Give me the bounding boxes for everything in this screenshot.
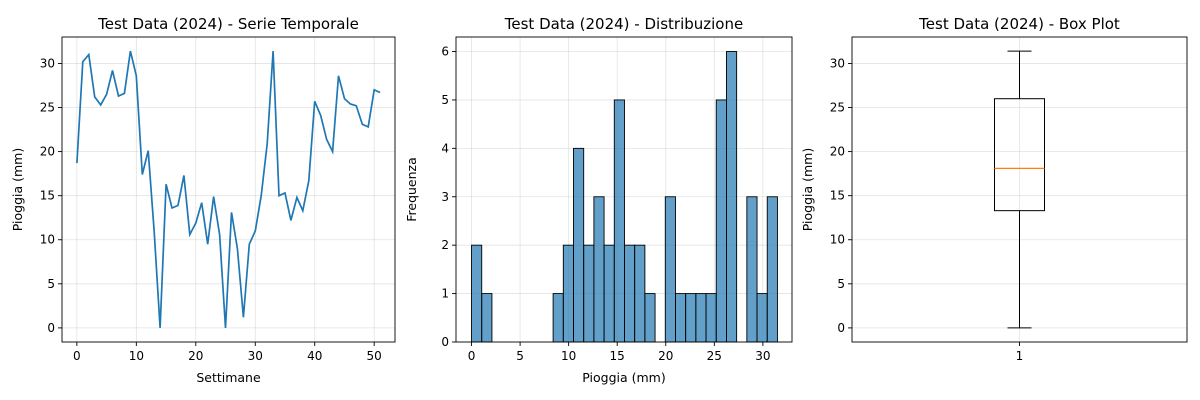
histogram-bar <box>644 293 656 343</box>
y-tick-label: 0 <box>47 321 55 335</box>
histogram-axes-frame <box>455 36 793 343</box>
x-tick-label: 20 <box>188 349 203 363</box>
time-series-title: Test Data (2024) - Serie Temporale <box>97 15 359 33</box>
y-tick-label: 5 <box>837 277 845 291</box>
histogram-bar <box>695 293 707 343</box>
histogram-bar <box>613 99 625 343</box>
y-tick-label: 5 <box>47 277 55 291</box>
x-tick-label: 5 <box>516 349 524 363</box>
histogram-bar <box>471 244 483 343</box>
histogram-bar <box>552 293 564 343</box>
y-tick-label: 30 <box>830 56 845 70</box>
histogram-bar <box>593 196 605 343</box>
histogram-bar <box>573 147 585 343</box>
y-tick-label: 10 <box>830 233 845 247</box>
time-series-xlabel: Settimane <box>196 370 261 385</box>
y-tick-label: 1 <box>441 287 449 301</box>
boxplot-ylabel: Pioggia (mm) <box>800 148 815 231</box>
x-tick-label: 30 <box>248 349 263 363</box>
interquartile-box <box>994 98 1045 212</box>
x-tick-label: 10 <box>561 349 576 363</box>
x-tick-label: 40 <box>307 349 322 363</box>
y-tick-label: 5 <box>441 93 449 107</box>
y-tick-label: 20 <box>40 145 55 159</box>
x-tick-label: 30 <box>755 349 770 363</box>
y-tick-label: 4 <box>441 141 449 155</box>
histogram-bar <box>583 244 595 343</box>
histogram-title: Test Data (2024) - Distribuzione <box>504 15 743 33</box>
y-tick-label: 6 <box>441 45 449 59</box>
y-tick-label: 2 <box>441 238 449 252</box>
y-tick-label: 0 <box>441 335 449 349</box>
y-tick-label: 10 <box>40 233 55 247</box>
time-series-axes-frame <box>61 36 396 343</box>
y-tick-label: 25 <box>40 101 55 115</box>
histogram-bar <box>624 244 636 343</box>
x-tick-label: 25 <box>707 349 722 363</box>
histogram-bar <box>766 196 778 343</box>
boxplot-panel: 0 5 10 15 20 25 30 1 Test Data (2024) - Box Plo… <box>800 15 1188 363</box>
rainfall-line <box>76 50 381 328</box>
x-tick-label: 50 <box>367 349 382 363</box>
histogram-panel: 0 1 2 3 4 5 6 0 5 10 15 20 25 30 Test Data (2024) - D… <box>404 15 793 385</box>
y-tick-label: 25 <box>830 101 845 115</box>
x-tick-label: 15 <box>610 349 625 363</box>
x-tick-label: 1 <box>1016 349 1024 363</box>
histogram-bar <box>705 293 717 343</box>
histogram-bar <box>634 244 646 343</box>
x-tick-label: 0 <box>468 349 476 363</box>
y-tick-label: 15 <box>830 189 845 203</box>
y-tick-label: 0 <box>837 321 845 335</box>
histogram-ylabel: Frequenza <box>404 157 419 222</box>
histogram-bar <box>715 99 727 343</box>
histogram-bar <box>603 244 615 343</box>
histogram-bar <box>481 293 493 343</box>
histogram-bar <box>664 196 676 343</box>
time-series-ylabel: Pioggia (mm) <box>10 148 25 231</box>
y-tick-label: 30 <box>40 56 55 70</box>
boxplot-title: Test Data (2024) - Box Plot <box>918 15 1120 33</box>
histogram-bar <box>726 51 738 343</box>
histogram-bar <box>756 293 768 343</box>
y-tick-label: 20 <box>830 145 845 159</box>
histogram-bar <box>562 244 574 343</box>
x-tick-label: 0 <box>73 349 81 363</box>
histogram-bar <box>685 293 697 343</box>
histogram-bar <box>675 293 687 343</box>
x-tick-label: 20 <box>658 349 673 363</box>
histogram-bar <box>746 196 758 343</box>
y-tick-label: 3 <box>441 190 449 204</box>
y-tick-label: 15 <box>40 189 55 203</box>
time-series-panel: 0 5 10 15 20 25 30 0 10 20 30 40 50 Test Data (2024)… <box>10 15 396 385</box>
x-tick-label: 10 <box>129 349 144 363</box>
histogram-xlabel: Pioggia (mm) <box>582 370 665 385</box>
